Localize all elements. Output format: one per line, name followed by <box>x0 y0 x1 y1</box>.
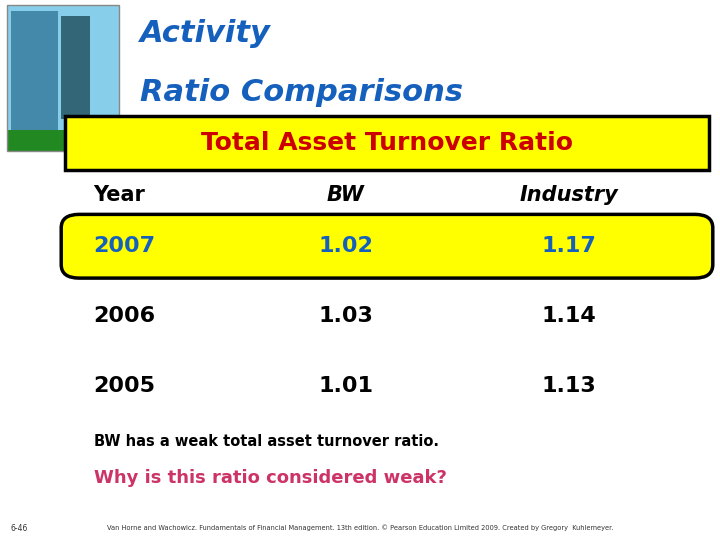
Text: Industry: Industry <box>519 185 618 206</box>
Text: BW has a weak total asset turnover ratio.: BW has a weak total asset turnover ratio… <box>94 434 438 449</box>
Text: 1.01: 1.01 <box>318 376 373 396</box>
FancyBboxPatch shape <box>61 16 90 119</box>
Text: 1.13: 1.13 <box>541 376 596 396</box>
FancyBboxPatch shape <box>7 5 119 151</box>
Text: 6-46: 6-46 <box>11 524 28 532</box>
Text: 1.17: 1.17 <box>541 235 596 256</box>
Text: 1.02: 1.02 <box>318 235 373 256</box>
Text: Activity: Activity <box>140 19 271 48</box>
Text: 2006: 2006 <box>94 306 156 326</box>
Text: Year: Year <box>94 185 145 206</box>
Text: 1.14: 1.14 <box>541 306 596 326</box>
FancyBboxPatch shape <box>65 116 709 170</box>
Text: Why is this ratio considered weak?: Why is this ratio considered weak? <box>94 469 446 487</box>
FancyBboxPatch shape <box>11 11 58 130</box>
Text: Van Horne and Wachowicz. Fundamentals of Financial Management. 13th edition. © P: Van Horne and Wachowicz. Fundamentals of… <box>107 525 613 531</box>
Text: BW: BW <box>327 185 364 206</box>
FancyBboxPatch shape <box>7 130 119 151</box>
Text: Total Asset Turnover Ratio: Total Asset Turnover Ratio <box>201 131 572 155</box>
Text: 1.03: 1.03 <box>318 306 373 326</box>
Text: 2007: 2007 <box>94 235 156 256</box>
Text: 2005: 2005 <box>94 376 156 396</box>
FancyBboxPatch shape <box>61 214 713 278</box>
Text: Ratio Comparisons: Ratio Comparisons <box>140 78 464 107</box>
